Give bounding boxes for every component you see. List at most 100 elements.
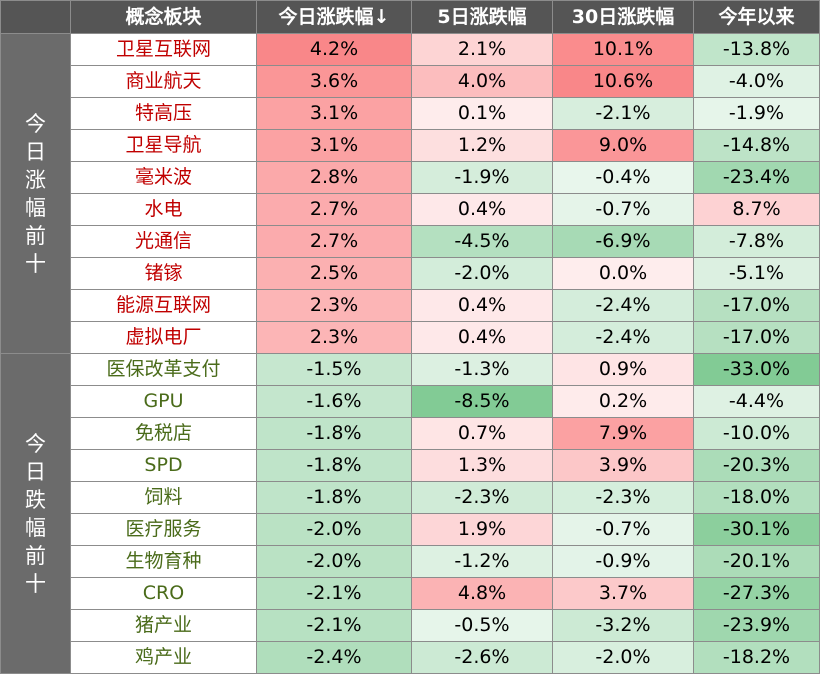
30day-change-cell: -2.4%	[552, 321, 694, 354]
ytd-change-cell: -17.0%	[693, 321, 820, 354]
group-label-char: 十	[25, 571, 46, 596]
sector-name-cell[interactable]: 生物育种	[70, 545, 257, 578]
today-change-cell: 3.6%	[256, 65, 412, 98]
header-ytd-change[interactable]: 今年以来	[693, 0, 820, 34]
ytd-change-cell: -13.8%	[693, 33, 820, 66]
table-row[interactable]: 光通信 2.7% -4.5% -6.9% -7.8%	[1, 225, 820, 258]
5day-change-cell: 0.1%	[411, 97, 553, 130]
header-today-change[interactable]: 今日涨跌幅↓	[256, 0, 412, 34]
sector-name-cell[interactable]: 水电	[70, 193, 257, 226]
5day-change-cell: -2.0%	[411, 257, 553, 290]
sector-name-cell[interactable]: 锗镓	[70, 257, 257, 290]
sector-name-cell[interactable]: 卫星互联网	[70, 33, 257, 66]
5day-change-cell: -2.3%	[411, 481, 553, 514]
table-row[interactable]: SPD -1.8% 1.3% 3.9% -20.3%	[1, 449, 820, 482]
ytd-change-cell: -23.9%	[693, 609, 820, 642]
table-row[interactable]: 生物育种 -2.0% -1.2% -0.9% -20.1%	[1, 545, 820, 578]
30day-change-cell: -2.1%	[552, 97, 694, 130]
table-row[interactable]: 鸡产业 -2.4% -2.6% -2.0% -18.2%	[1, 641, 820, 674]
today-change-cell: 2.7%	[256, 193, 412, 226]
sector-name-cell[interactable]: 虚拟电厂	[70, 321, 257, 354]
sector-name-cell[interactable]: 光通信	[70, 225, 257, 258]
table-row[interactable]: 免税店 -1.8% 0.7% 7.9% -10.0%	[1, 417, 820, 450]
table-row[interactable]: 锗镓 2.5% -2.0% 0.0% -5.1%	[1, 257, 820, 290]
table-row[interactable]: 特高压 3.1% 0.1% -2.1% -1.9%	[1, 97, 820, 130]
today-change-cell: 2.5%	[256, 257, 412, 290]
30day-change-cell: -0.9%	[552, 545, 694, 578]
ytd-change-cell: -5.1%	[693, 257, 820, 290]
today-change-cell: -1.6%	[256, 385, 412, 418]
30day-change-cell: -2.4%	[552, 289, 694, 322]
table-row[interactable]: 饲料 -1.8% -2.3% -2.3% -18.0%	[1, 481, 820, 514]
30day-change-cell: 0.9%	[552, 353, 694, 386]
30day-change-cell: -2.0%	[552, 641, 694, 674]
sector-name-cell[interactable]: 饲料	[70, 481, 257, 514]
today-change-cell: -2.1%	[256, 577, 412, 610]
30day-change-cell: 10.1%	[552, 33, 694, 66]
sector-name-cell[interactable]: GPU	[70, 385, 257, 418]
30day-change-cell: 0.0%	[552, 257, 694, 290]
sector-name-cell[interactable]: 毫米波	[70, 161, 257, 194]
sector-name-cell[interactable]: 猪产业	[70, 609, 257, 642]
today-change-cell: 2.3%	[256, 321, 412, 354]
table-row[interactable]: 医疗服务 -2.0% 1.9% -0.7% -30.1%	[1, 513, 820, 546]
ytd-change-cell: -20.3%	[693, 449, 820, 482]
ytd-change-cell: -27.3%	[693, 577, 820, 610]
sector-name-cell[interactable]: 医保改革支付	[70, 353, 257, 386]
table-row[interactable]: 水电 2.7% 0.4% -0.7% 8.7%	[1, 193, 820, 226]
table-row[interactable]: 能源互联网 2.3% 0.4% -2.4% -17.0%	[1, 289, 820, 322]
table-row[interactable]: 今日涨幅前十卫星互联网 4.2% 2.1% 10.1% -13.8%	[0, 33, 820, 354]
table-row[interactable]: 虚拟电厂 2.3% 0.4% -2.4% -17.0%	[1, 321, 820, 354]
table-row[interactable]: 卫星导航 3.1% 1.2% 9.0% -14.8%	[1, 129, 820, 162]
sector-name-cell[interactable]: 商业航天	[70, 65, 257, 98]
today-change-cell: -2.0%	[256, 545, 412, 578]
group-label-char: 日	[25, 139, 46, 164]
5day-change-cell: 1.9%	[411, 513, 553, 546]
today-change-cell: -1.8%	[256, 449, 412, 482]
sector-name-cell[interactable]: 卫星导航	[70, 129, 257, 162]
ytd-change-cell: -17.0%	[693, 289, 820, 322]
5day-change-cell: -1.3%	[411, 353, 553, 386]
30day-change-cell: 10.6%	[552, 65, 694, 98]
group-label-char: 日	[25, 459, 46, 484]
sector-name-cell[interactable]: 特高压	[70, 97, 257, 130]
today-change-cell: 3.1%	[256, 129, 412, 162]
group-label-char: 幅	[25, 515, 46, 540]
table-row[interactable]: 今日跌幅前十医保改革支付 -1.5% -1.3% 0.9% -33.0%	[0, 353, 820, 674]
ytd-change-cell: -14.8%	[693, 129, 820, 162]
30day-change-cell: -3.2%	[552, 609, 694, 642]
sector-name-cell[interactable]: 医疗服务	[70, 513, 257, 546]
header-concept-sector[interactable]: 概念板块	[70, 0, 257, 34]
table-row[interactable]: GPU -1.6% -8.5% 0.2% -4.4%	[1, 385, 820, 418]
table-row[interactable]: 猪产业 -2.1% -0.5% -3.2% -23.9%	[1, 609, 820, 642]
sector-name-cell[interactable]: SPD	[70, 449, 257, 482]
group-label-char: 幅	[25, 195, 46, 220]
table-row[interactable]: 商业航天 3.6% 4.0% 10.6% -4.0%	[1, 65, 820, 98]
sector-name-cell[interactable]: 能源互联网	[70, 289, 257, 322]
ytd-change-cell: -30.1%	[693, 513, 820, 546]
today-change-cell: 3.1%	[256, 97, 412, 130]
sector-name-cell[interactable]: CRO	[70, 577, 257, 610]
30day-change-cell: 7.9%	[552, 417, 694, 450]
sector-name-cell[interactable]: 免税店	[70, 417, 257, 450]
ytd-change-cell: -20.1%	[693, 545, 820, 578]
sector-name-cell[interactable]: 鸡产业	[70, 641, 257, 674]
header-blank	[0, 0, 71, 34]
30day-change-cell: -2.3%	[552, 481, 694, 514]
today-change-cell: 2.7%	[256, 225, 412, 258]
table-row[interactable]: 毫米波 2.8% -1.9% -0.4% -23.4%	[1, 161, 820, 194]
header-5day-change[interactable]: 5日涨跌幅	[411, 0, 553, 34]
ytd-change-cell: -23.4%	[693, 161, 820, 194]
group-label-char: 今	[25, 431, 46, 456]
table-row[interactable]: CRO -2.1% 4.8% 3.7% -27.3%	[1, 577, 820, 610]
group-label-char: 涨	[25, 167, 46, 192]
30day-change-cell: 3.7%	[552, 577, 694, 610]
ytd-change-cell: -4.4%	[693, 385, 820, 418]
5day-change-cell: -8.5%	[411, 385, 553, 418]
header-30day-change[interactable]: 30日涨跌幅	[552, 0, 694, 34]
ytd-change-cell: -18.0%	[693, 481, 820, 514]
group-label-char: 十	[25, 251, 46, 276]
today-change-cell: -1.8%	[256, 417, 412, 450]
today-change-cell: -1.8%	[256, 481, 412, 514]
